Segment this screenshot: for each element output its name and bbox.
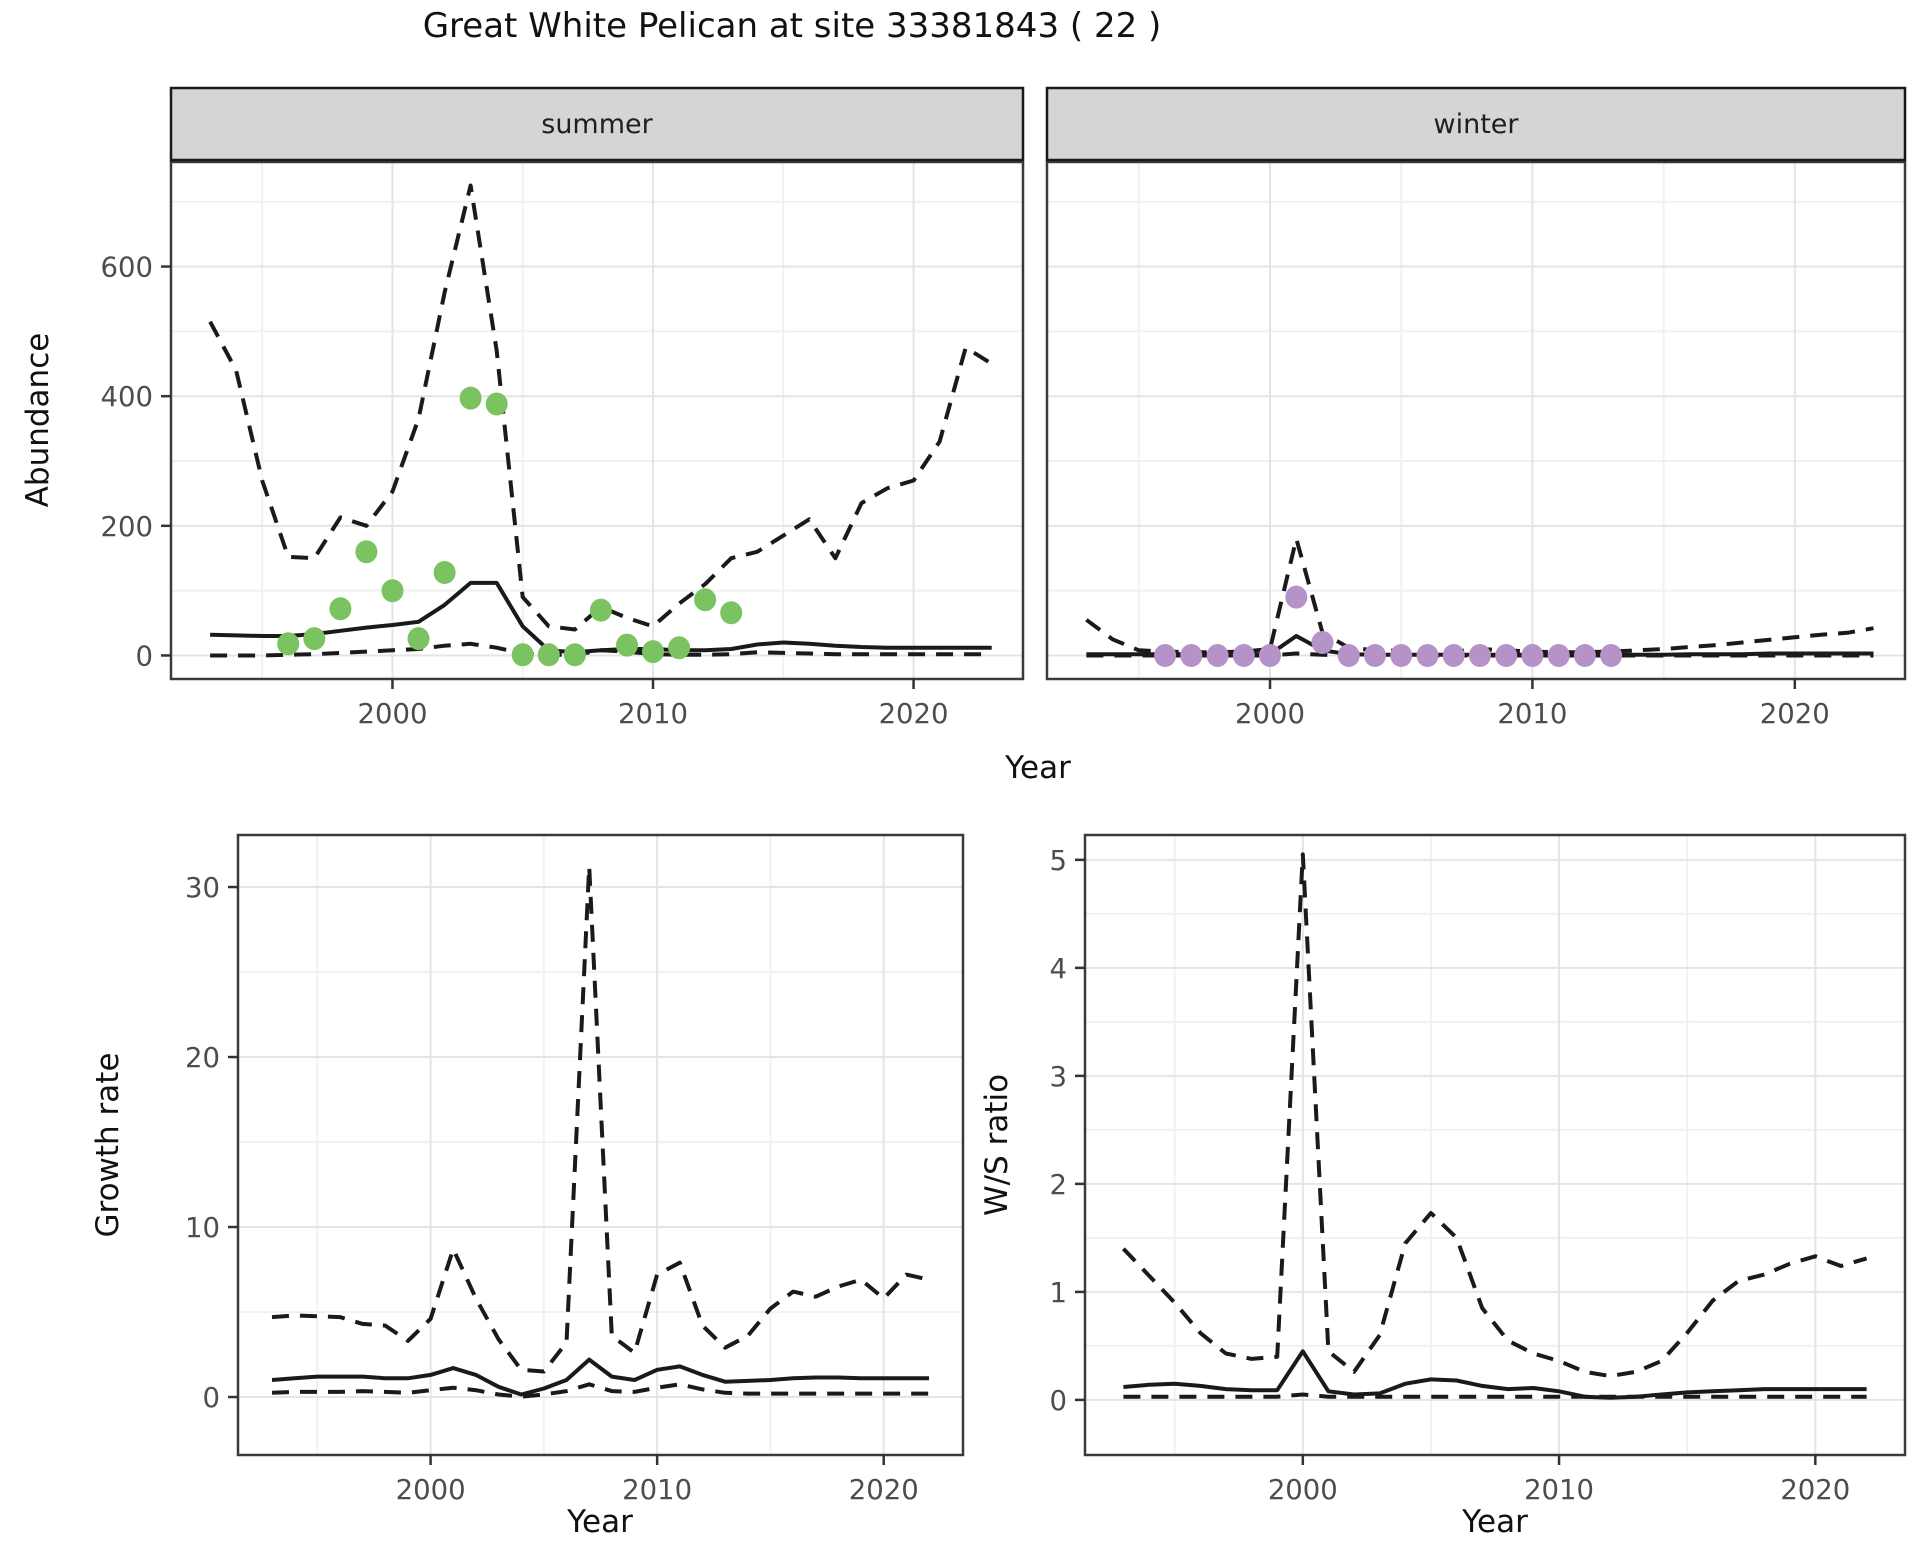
data-point-observed [1206,644,1229,667]
data-point-observed [1232,644,1255,667]
y-tick-label: 2 [1050,1169,1068,1201]
facet-strip-winter: winter [1433,108,1519,140]
data-point-observed [694,588,717,612]
panel-abundance-summer: 2000 2010 2020 0 200 400 600 [101,86,1025,730]
x-tick-label: 2010 [1497,698,1567,730]
facet-strip-box [169,86,1025,162]
y-tick-label: 0 [203,1382,221,1414]
y-tick-label: 4 [1050,953,1068,985]
data-point-observed [277,632,300,656]
data-point-observed [1600,644,1623,667]
data-point-observed [407,627,430,651]
data-point-observed [1364,644,1386,667]
data-point-observed [329,597,352,621]
data-point-observed [1311,631,1334,654]
y-tick-label: 0 [1050,1385,1068,1417]
y-axis-title-ws-ratio: W/S ratio [979,1073,1015,1217]
panel-abundance-winter: 2000 2010 2020 [1045,86,1907,730]
y-tick-label: 10 [185,1212,220,1244]
data-point-observed [589,598,612,622]
data-point-observed [1337,644,1360,667]
panel-growth-rate: 2000 2010 2020 0 10 20 30 [185,833,965,1506]
x-axis-title-year-bottom-right: Year [1462,1504,1528,1540]
data-point-observed [303,627,326,651]
data-point-observed [1285,585,1308,609]
chart-title: Great White Pelican at site 33381843 ( 2… [422,6,1162,46]
y-tick-label: 1 [1050,1277,1068,1309]
series-median [1123,1349,1867,1400]
panel-border [1045,160,1907,681]
panel-border [1083,833,1907,1457]
series-upper_95 [1121,852,1868,1379]
panel-ws-ratio: 2000 2010 2020 0 1 2 3 4 5 [1050,833,1907,1506]
x-tick-label: 2020 [1760,698,1830,730]
x-tick-label: 2010 [618,698,688,730]
x-tick-label: 2000 [396,1474,466,1506]
y-tick-label: 20 [185,1042,220,1074]
series-median [210,580,992,655]
x-tick-label: 2000 [357,698,427,730]
panel-border [169,160,1025,681]
y-tick-label: 30 [185,872,220,904]
data-point-observed [537,643,560,667]
data-point-observed [433,561,456,584]
y-axis-title-abundance: Abundance [20,332,56,508]
facet-strip-summer: summer [541,108,653,140]
x-tick-label: 2020 [849,1474,919,1506]
data-point-observed [642,640,664,664]
data-point-observed [1573,644,1596,667]
data-point-observed [616,633,638,657]
x-tick-label: 2000 [1268,1474,1338,1506]
data-point-observed [1495,644,1518,667]
data-point-observed [381,579,404,603]
data-point-observed [563,643,586,667]
series-lower_95 [1123,1392,1867,1399]
y-tick-label: 400 [101,381,154,413]
data-point-observed [1180,644,1203,667]
series-median [271,1357,929,1397]
data-point-observed [459,386,482,410]
data-point-observed [1547,644,1570,667]
x-axis-title-year-bottom-left: Year [567,1504,633,1540]
data-point-observed [668,636,691,660]
data-point-observed [1416,644,1439,667]
y-axis-title-growth-rate: Growth rate [90,1052,126,1238]
y-tick-label: 0 [136,640,154,672]
data-point-observed [1259,644,1281,667]
data-point-observed [1390,644,1413,667]
data-point-observed [355,540,378,564]
x-tick-label: 2020 [1780,1474,1850,1506]
panel-border [236,833,965,1457]
series-upper_95 [208,183,993,632]
data-point-observed [1468,644,1491,667]
x-tick-label: 2020 [879,698,949,730]
y-tick-label: 5 [1050,845,1068,877]
data-point-observed [511,643,534,667]
x-tick-label: 2010 [1524,1474,1594,1506]
data-point-observed [485,392,508,416]
data-point-observed [1154,644,1177,667]
y-tick-label: 200 [101,511,154,543]
facet-strip-box [1045,86,1907,162]
series-upper_95 [271,864,930,1374]
y-tick-label: 600 [101,252,154,284]
data-point-observed [1521,644,1544,667]
data-point-observed [720,601,743,625]
x-tick-label: 2000 [1235,698,1305,730]
y-tick-label: 3 [1050,1061,1068,1093]
data-point-observed [1442,644,1465,667]
x-axis-title-year-top: Year [1005,750,1071,786]
x-tick-label: 2010 [622,1474,692,1506]
